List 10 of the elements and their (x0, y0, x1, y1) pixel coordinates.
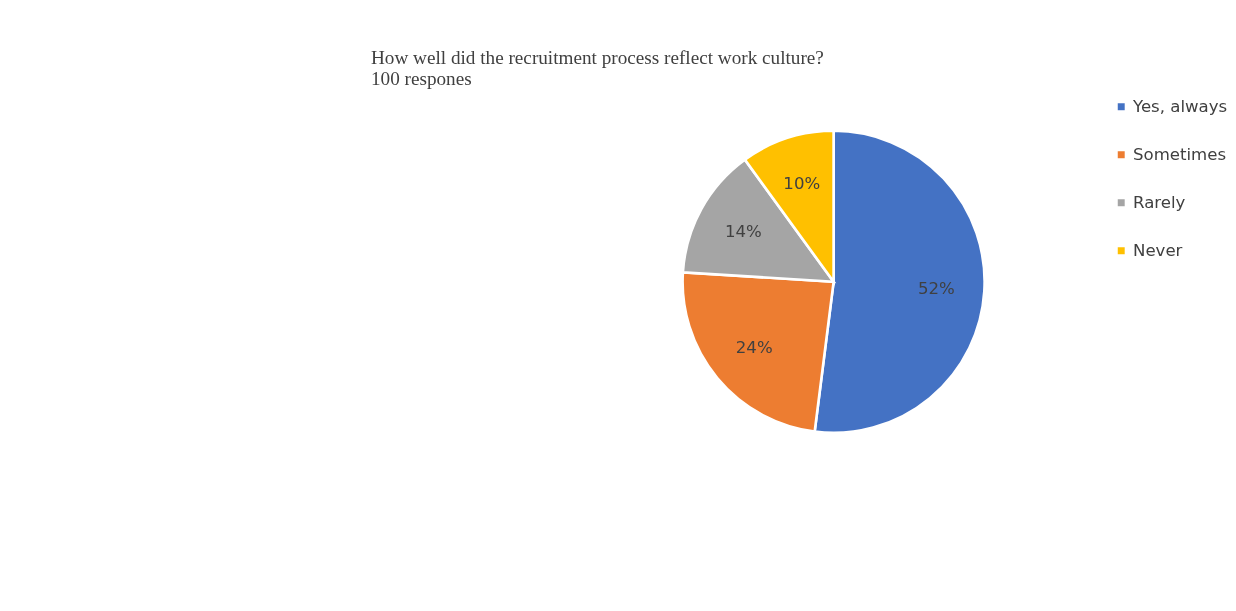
data-label: 14% (724, 222, 762, 242)
legend-label: Yes, always (1132, 97, 1228, 117)
data-label: 10% (783, 174, 821, 194)
text: 100 respones (370, 68, 472, 90)
data-label: 52% (917, 278, 955, 298)
legend-label: Never (1133, 241, 1183, 261)
chart-title: How well did the recruitment process reflect work culture? (370, 46, 824, 68)
legend-label: Rarely (1133, 193, 1186, 213)
data-label: 24% (735, 337, 773, 357)
legend-label: Sometimes (1133, 145, 1227, 165)
